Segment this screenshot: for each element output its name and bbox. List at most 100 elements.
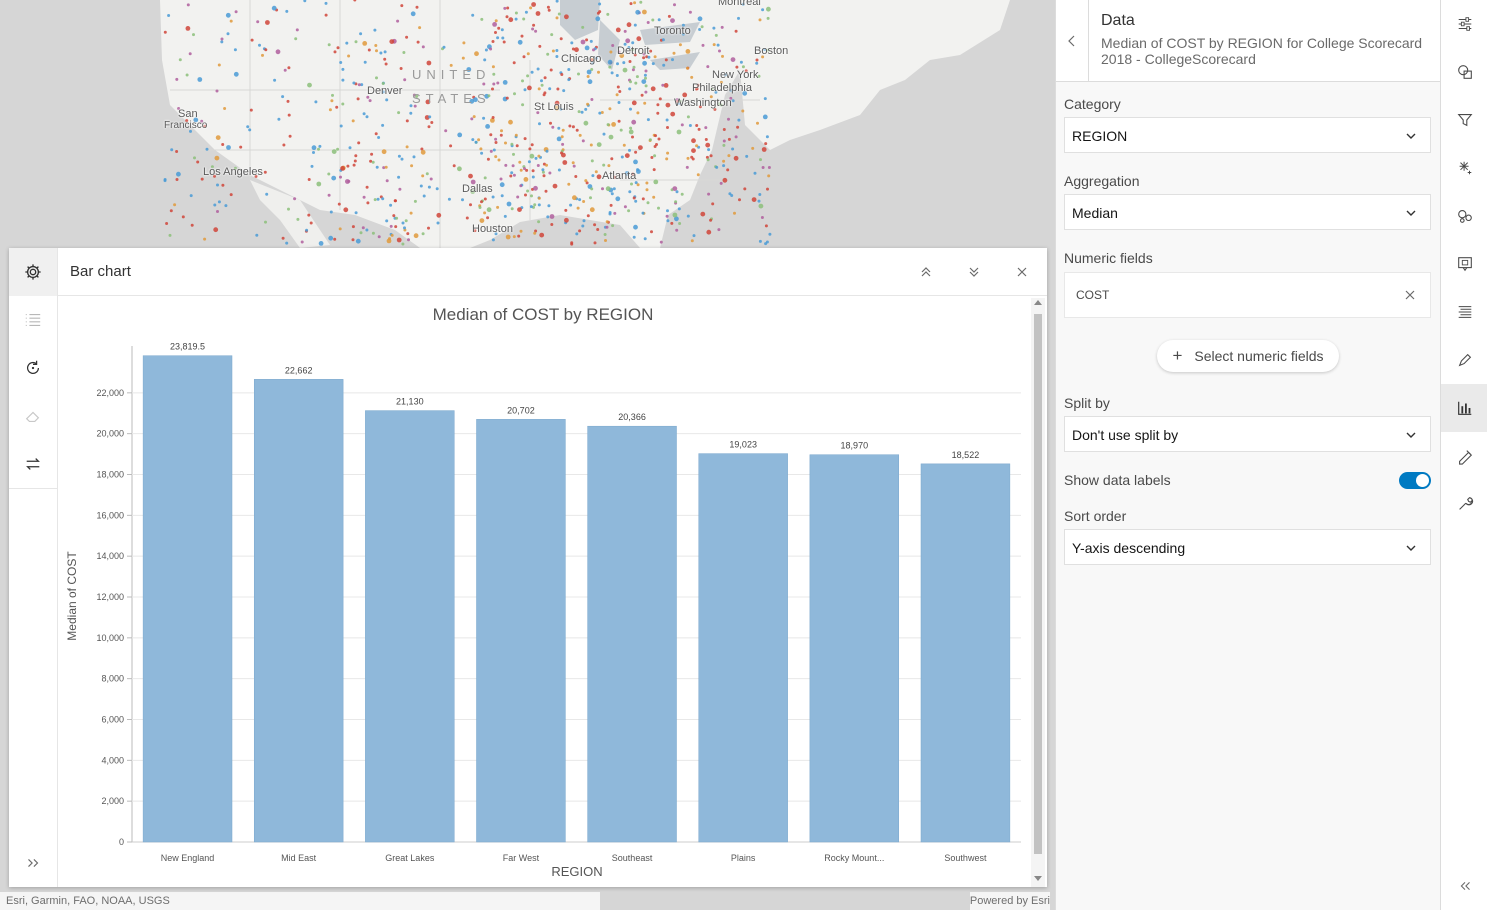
- map-point[interactable]: [449, 144, 453, 148]
- map-point[interactable]: [736, 125, 740, 129]
- map-point[interactable]: [347, 179, 351, 183]
- map-point[interactable]: [643, 237, 647, 241]
- map-point[interactable]: [229, 19, 233, 23]
- map-point[interactable]: [503, 6, 507, 10]
- bar[interactable]: [587, 425, 677, 843]
- map-point[interactable]: [413, 233, 419, 239]
- map-point[interactable]: [759, 158, 762, 162]
- map-point[interactable]: [554, 100, 560, 106]
- map-point[interactable]: [643, 73, 647, 77]
- map-point[interactable]: [627, 209, 631, 213]
- map-point[interactable]: [283, 68, 287, 72]
- map-point[interactable]: [651, 18, 655, 22]
- chart-list-button[interactable]: [9, 296, 57, 344]
- map-point[interactable]: [642, 56, 646, 60]
- map-point[interactable]: [265, 20, 270, 25]
- map-point[interactable]: [673, 3, 676, 7]
- map-point[interactable]: [605, 225, 609, 229]
- map-point[interactable]: [583, 120, 589, 126]
- map-point[interactable]: [742, 90, 748, 96]
- map-point[interactable]: [542, 174, 546, 178]
- map-point[interactable]: [727, 137, 731, 141]
- map-point[interactable]: [338, 227, 342, 231]
- map-point[interactable]: [685, 165, 689, 169]
- map-point[interactable]: [354, 40, 358, 44]
- map-point[interactable]: [700, 25, 704, 29]
- map-point[interactable]: [632, 235, 636, 239]
- map-point[interactable]: [610, 71, 614, 75]
- map-point[interactable]: [696, 173, 700, 177]
- map-point[interactable]: [239, 145, 243, 149]
- map-point[interactable]: [622, 143, 626, 147]
- map-point[interactable]: [707, 192, 711, 196]
- map-point[interactable]: [652, 195, 656, 199]
- map-point[interactable]: [764, 142, 768, 146]
- map-point[interactable]: [663, 83, 669, 88]
- map-point[interactable]: [763, 48, 767, 52]
- map-point[interactable]: [282, 143, 286, 147]
- map-point[interactable]: [644, 84, 648, 88]
- map-point[interactable]: [397, 111, 401, 115]
- map-point[interactable]: [591, 61, 595, 65]
- map-point[interactable]: [751, 146, 755, 150]
- map-point[interactable]: [537, 154, 541, 158]
- map-point[interactable]: [492, 72, 496, 76]
- map-point[interactable]: [718, 49, 721, 53]
- map-point[interactable]: [389, 39, 395, 44]
- map-point[interactable]: [586, 214, 590, 218]
- map-point[interactable]: [624, 171, 630, 176]
- map-point[interactable]: [360, 83, 364, 87]
- map-point[interactable]: [197, 77, 203, 82]
- map-point[interactable]: [584, 179, 588, 183]
- map-point[interactable]: [730, 194, 734, 197]
- map-point[interactable]: [598, 2, 602, 6]
- map-point[interactable]: [473, 229, 477, 233]
- map-point[interactable]: [396, 19, 400, 23]
- map-point[interactable]: [674, 216, 679, 222]
- map-point[interactable]: [580, 39, 586, 45]
- map-point[interactable]: [610, 192, 614, 196]
- map-point[interactable]: [734, 135, 738, 139]
- map-point[interactable]: [505, 15, 509, 19]
- map-point[interactable]: [647, 55, 651, 59]
- map-point[interactable]: [628, 87, 632, 91]
- map-point[interactable]: [548, 171, 552, 175]
- map-point[interactable]: [636, 183, 640, 187]
- map-point[interactable]: [653, 55, 657, 59]
- map-point[interactable]: [641, 79, 647, 84]
- map-point[interactable]: [577, 72, 580, 76]
- map-point[interactable]: [653, 179, 659, 185]
- map-point[interactable]: [517, 39, 523, 45]
- map-point[interactable]: [756, 121, 759, 125]
- filter-button[interactable]: [1441, 96, 1487, 144]
- map-point[interactable]: [188, 52, 192, 56]
- map-point[interactable]: [483, 211, 487, 215]
- map-point[interactable]: [549, 121, 552, 125]
- map-point[interactable]: [359, 231, 363, 235]
- map-point[interactable]: [427, 226, 430, 230]
- panel-back-button[interactable]: [1056, 0, 1089, 82]
- map-point[interactable]: [529, 153, 535, 159]
- map-point[interactable]: [607, 164, 611, 168]
- map-point[interactable]: [510, 142, 514, 146]
- map-point[interactable]: [697, 145, 701, 149]
- map-point[interactable]: [567, 182, 571, 186]
- map-point[interactable]: [357, 141, 361, 145]
- map-point[interactable]: [400, 4, 404, 8]
- map-point[interactable]: [234, 10, 238, 14]
- map-point[interactable]: [465, 216, 469, 220]
- map-point[interactable]: [572, 195, 577, 201]
- map-point[interactable]: [578, 133, 582, 137]
- map-point[interactable]: [532, 23, 536, 27]
- map-point[interactable]: [382, 166, 386, 170]
- map-point[interactable]: [210, 165, 214, 169]
- map-point[interactable]: [543, 91, 547, 95]
- map-point[interactable]: [623, 42, 627, 46]
- map-point[interactable]: [492, 82, 496, 86]
- map-point[interactable]: [670, 18, 675, 23]
- map-point[interactable]: [535, 11, 541, 16]
- map-point[interactable]: [675, 228, 679, 232]
- map-point[interactable]: [646, 21, 650, 24]
- map-point[interactable]: [635, 9, 641, 15]
- map-point[interactable]: [528, 147, 532, 151]
